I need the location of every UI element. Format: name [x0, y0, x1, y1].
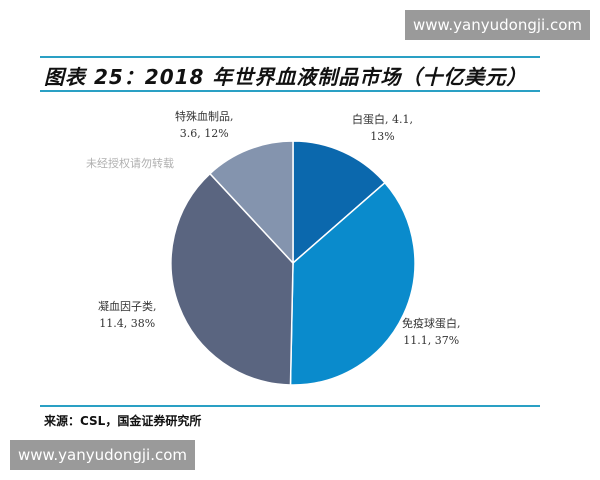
label-albumin-line1: 白蛋白, 4.1, — [352, 113, 413, 126]
watermark-bottom: www.yanyudongji.com — [10, 440, 195, 470]
label-special: 特殊血制品, 3.6, 12% — [175, 108, 234, 142]
label-immunoglobulin-line1: 免疫球蛋白, — [402, 317, 461, 330]
pie-slice-1 — [289, 181, 416, 386]
label-immunoglobulin-line2: 11.1, 37% — [403, 334, 460, 347]
label-immunoglobulin: 免疫球蛋白, 11.1, 37% — [402, 315, 461, 349]
source-rule — [40, 405, 540, 407]
label-albumin-line2: 13% — [370, 130, 395, 143]
label-coagulation-line2: 11.4, 38% — [99, 317, 156, 330]
label-special-line1: 特殊血制品, — [175, 110, 234, 123]
title-bottom-rule — [40, 90, 540, 92]
source-text: 来源：CSL，国金证券研究所 — [44, 414, 202, 428]
label-special-line2: 3.6, 12% — [179, 127, 229, 140]
title-top-rule — [40, 56, 540, 58]
pie-slice-2 — [170, 172, 294, 386]
chart-title: 图表 25：2018 年世界血液制品市场（十亿美元） — [44, 65, 528, 89]
pie-slice-3 — [208, 140, 294, 265]
notice-text: 未经授权请勿转载 — [86, 157, 174, 170]
pie-slice-0 — [292, 140, 386, 265]
label-coagulation-line1: 凝血因子类, — [98, 300, 157, 313]
label-coagulation: 凝血因子类, 11.4, 38% — [98, 298, 157, 332]
label-albumin: 白蛋白, 4.1, 13% — [352, 111, 413, 145]
watermark-top: www.yanyudongji.com — [405, 10, 590, 40]
